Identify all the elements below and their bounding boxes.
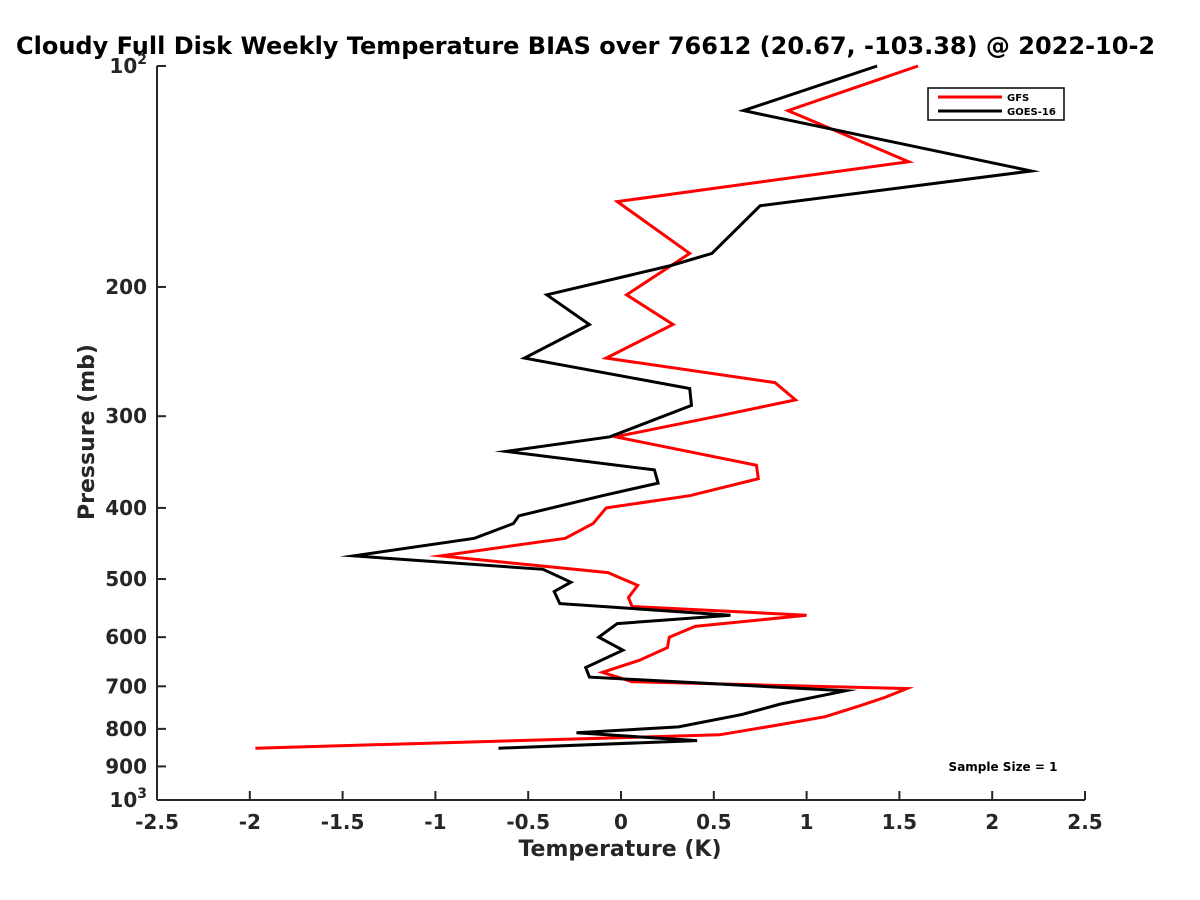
legend-label-gfs: GFS (1007, 93, 1029, 104)
y-tick-label: 300 (105, 404, 147, 428)
legend-label-goes-16: GOES-16 (1007, 107, 1056, 118)
y-tick-label: 500 (105, 567, 147, 591)
y-tick-label: 800 (105, 717, 147, 741)
x-tick-label: -0.5 (506, 810, 550, 834)
x-tick-label: -2 (239, 810, 261, 834)
series-group (255, 64, 1041, 750)
y-tick-label: 102 (109, 52, 147, 78)
y-axis-label: Pressure (mb) (75, 344, 100, 520)
x-axis-label: Temperature (K) (518, 837, 721, 862)
sample-size-annotation: Sample Size = 1 (949, 760, 1058, 774)
y-tick-label: 200 (105, 275, 147, 299)
x-axis-ticks: -2.5 -2 -1.5 -1 -0.5 0 0.5 1 1.5 2 2.5 (135, 791, 1103, 834)
y-axis-ticks: 102 200 300 400 500 600 700 800 900 103 (105, 52, 166, 812)
y-tick-label: 400 (105, 496, 147, 520)
legend: GFS GOES-16 (927, 87, 1065, 121)
x-tick-label: 1.5 (882, 810, 917, 834)
x-tick-label: 0.5 (696, 810, 731, 834)
x-tick-label: -1 (424, 810, 446, 834)
x-tick-label: 2.5 (1067, 810, 1102, 834)
chart-title: Cloudy Full Disk Weekly Temperature BIAS… (16, 32, 1155, 60)
y-tick-label: 900 (105, 754, 147, 778)
y-tick-label: 700 (105, 674, 147, 698)
y-tick-label: 600 (105, 625, 147, 649)
x-tick-label: -2.5 (135, 810, 179, 834)
x-tick-label: 2 (985, 810, 999, 834)
x-tick-label: 0 (614, 810, 628, 834)
x-tick-label: 1 (800, 810, 814, 834)
y-tick-label: 103 (109, 786, 147, 812)
series-line-gfs (255, 64, 919, 750)
x-tick-label: -1.5 (321, 810, 365, 834)
legend-box (927, 87, 1065, 121)
series-line-goes-16 (339, 64, 1041, 750)
